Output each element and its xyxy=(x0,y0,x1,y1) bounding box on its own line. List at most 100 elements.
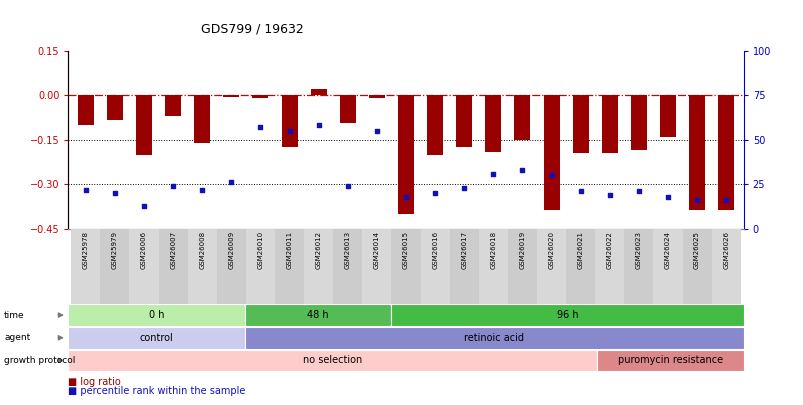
Text: GSM26018: GSM26018 xyxy=(490,231,495,269)
Point xyxy=(516,167,528,173)
Text: GSM26023: GSM26023 xyxy=(635,231,641,269)
Text: GSM26026: GSM26026 xyxy=(723,231,728,269)
Text: GSM26011: GSM26011 xyxy=(286,231,292,269)
Bar xyxy=(281,95,297,147)
Bar xyxy=(68,350,596,371)
Bar xyxy=(682,229,711,304)
Bar xyxy=(223,95,239,97)
Text: GSM26022: GSM26022 xyxy=(606,231,612,269)
Text: GSM26013: GSM26013 xyxy=(344,231,350,269)
Text: GSM26019: GSM26019 xyxy=(519,231,525,269)
Bar xyxy=(310,89,326,95)
Point xyxy=(632,188,645,195)
Point xyxy=(544,172,557,179)
Text: GDS799 / 19632: GDS799 / 19632 xyxy=(201,22,304,35)
Point xyxy=(341,183,354,189)
Bar xyxy=(369,95,385,98)
Bar xyxy=(420,229,449,304)
Bar xyxy=(601,95,617,153)
Point xyxy=(487,171,499,177)
Bar xyxy=(129,229,158,304)
Point xyxy=(283,128,296,134)
Bar xyxy=(565,229,594,304)
Bar xyxy=(304,229,332,304)
Bar xyxy=(485,95,501,151)
Text: ■ percentile rank within the sample: ■ percentile rank within the sample xyxy=(68,386,246,396)
Bar xyxy=(688,95,704,209)
Bar xyxy=(507,229,536,304)
Text: GSM26021: GSM26021 xyxy=(577,231,583,269)
Bar xyxy=(543,95,559,209)
Point xyxy=(312,122,324,129)
Point xyxy=(254,124,267,130)
Bar xyxy=(455,95,471,147)
Text: GSM26010: GSM26010 xyxy=(257,231,263,269)
Bar xyxy=(594,229,624,304)
Bar xyxy=(630,95,646,150)
Bar xyxy=(572,95,588,153)
Bar xyxy=(717,95,733,209)
Point xyxy=(196,186,209,193)
Bar xyxy=(596,350,743,371)
Bar xyxy=(514,95,530,140)
Bar xyxy=(246,229,275,304)
Text: GSM26017: GSM26017 xyxy=(461,231,467,269)
Bar xyxy=(362,229,391,304)
Point xyxy=(79,186,92,193)
Text: GSM26020: GSM26020 xyxy=(548,231,554,269)
Point xyxy=(719,197,732,204)
Text: GSM26014: GSM26014 xyxy=(373,231,380,269)
Bar xyxy=(68,304,244,326)
Bar xyxy=(244,327,743,349)
Bar xyxy=(68,327,244,349)
Bar xyxy=(244,304,391,326)
Text: GSM25979: GSM25979 xyxy=(112,231,118,269)
Point xyxy=(457,185,470,191)
Bar xyxy=(340,95,356,124)
Bar xyxy=(449,229,479,304)
Bar xyxy=(194,95,210,143)
Text: 0 h: 0 h xyxy=(149,310,164,320)
Bar xyxy=(100,229,129,304)
Bar xyxy=(252,95,268,98)
Point xyxy=(399,194,412,200)
Bar xyxy=(653,229,682,304)
Bar xyxy=(158,229,187,304)
Bar xyxy=(165,95,181,116)
Text: GSM26025: GSM26025 xyxy=(693,231,699,269)
Bar xyxy=(624,229,653,304)
Text: GSM26024: GSM26024 xyxy=(664,231,671,269)
Text: no selection: no selection xyxy=(303,356,362,365)
Bar xyxy=(536,229,565,304)
Bar xyxy=(187,229,217,304)
Text: GSM26015: GSM26015 xyxy=(402,231,409,269)
Text: puromycin resistance: puromycin resistance xyxy=(617,356,722,365)
Bar xyxy=(391,304,743,326)
Bar xyxy=(217,229,246,304)
Point xyxy=(661,194,674,200)
Point xyxy=(137,202,150,209)
Point xyxy=(428,190,441,196)
Text: GSM26007: GSM26007 xyxy=(170,231,176,269)
Point xyxy=(108,190,121,196)
Text: growth protocol: growth protocol xyxy=(4,356,75,365)
Bar xyxy=(78,95,94,125)
Bar xyxy=(397,95,414,214)
Text: 96 h: 96 h xyxy=(556,310,577,320)
Point xyxy=(225,179,238,186)
Bar xyxy=(107,95,123,120)
Text: time: time xyxy=(4,311,25,320)
Text: control: control xyxy=(140,333,173,343)
Text: GSM26006: GSM26006 xyxy=(141,231,147,269)
Point xyxy=(573,188,586,195)
Text: GSM26009: GSM26009 xyxy=(228,231,234,269)
Text: GSM26008: GSM26008 xyxy=(199,231,205,269)
Bar xyxy=(71,229,100,304)
Point xyxy=(690,197,703,204)
Text: retinoic acid: retinoic acid xyxy=(463,333,524,343)
Text: 48 h: 48 h xyxy=(307,310,328,320)
Bar xyxy=(332,229,362,304)
Bar xyxy=(659,95,675,137)
Text: GSM26012: GSM26012 xyxy=(316,231,321,269)
Point xyxy=(166,183,179,189)
